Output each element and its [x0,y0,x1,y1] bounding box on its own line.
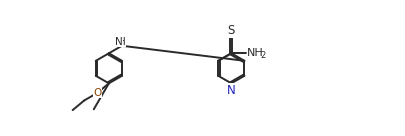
Text: N: N [114,37,122,47]
Text: O: O [93,88,101,98]
Text: N: N [226,84,235,97]
Text: NH: NH [247,48,263,58]
Text: S: S [227,24,234,38]
Text: 2: 2 [260,51,265,60]
Text: H: H [118,37,126,47]
